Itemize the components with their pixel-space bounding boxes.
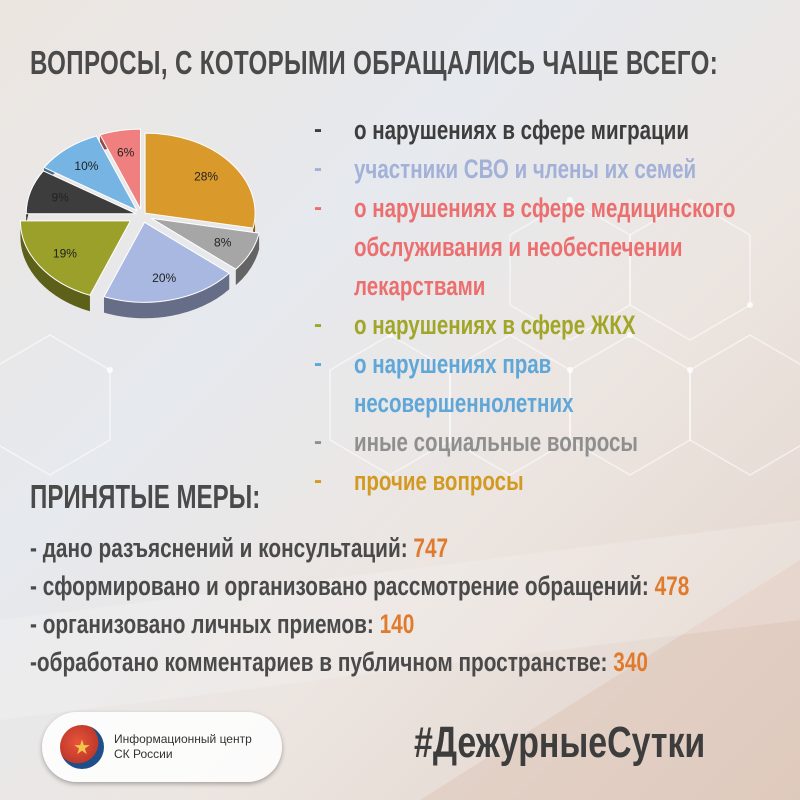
pie-data-label: 19%	[53, 246, 77, 260]
pie-data-label: 28%	[194, 169, 218, 183]
legend-item: - о нарушениях в сфере миграции	[312, 112, 792, 148]
logo-line2: СК России	[114, 747, 173, 761]
measure-value: 140	[379, 609, 415, 639]
legend-item: - о нарушениях в сфере медицинского	[312, 190, 792, 226]
page-title: ВОПРОСЫ, С КОТОРЫМИ ОБРАЩАЛИСЬ ЧАЩЕ ВСЕГ…	[30, 44, 719, 81]
legend-item: - о нарушениях в сфере ЖКХ	[312, 307, 792, 343]
legend-label: о нарушениях в сфере медицинского	[354, 193, 736, 223]
pie-slice	[144, 132, 256, 229]
legend-dash: -	[314, 155, 322, 182]
legend-label: о нарушениях в сфере ЖКХ	[354, 310, 636, 340]
measures-title: ПРИНЯТЫЕ МЕРЫ:	[30, 478, 261, 515]
legend-dash: -	[314, 467, 322, 494]
legend-item: лекарствами	[312, 268, 792, 304]
measure-row: - организовано личных приемов: 140	[30, 606, 689, 644]
measure-value: 340	[613, 647, 648, 677]
measure-label: - организовано личных приемов:	[30, 609, 380, 639]
legend-dash: -	[314, 116, 322, 143]
legend-dash: -	[314, 428, 322, 455]
measure-value: 478	[654, 571, 690, 601]
legend-label: иные социальные вопросы	[354, 427, 638, 457]
legend-label: лекарствами	[354, 271, 486, 301]
pie-slice	[25, 170, 137, 215]
legend-label: несовершеннолетних	[354, 388, 574, 418]
measure-label: -обработано комментариев в публичном про…	[30, 647, 614, 677]
legend-label: участники СВО и члены их семей	[354, 154, 697, 184]
measure-label: - дано разъяснений и консультаций:	[30, 533, 414, 563]
pie-slice	[150, 217, 260, 270]
legend-item: - прочие вопросы	[312, 463, 792, 499]
pie-chart: 28% 8% 20% 19% 9% 10% 6%	[20, 128, 260, 319]
legend-label: о нарушениях в сфере миграции	[354, 115, 689, 145]
legend-dash: -	[314, 311, 322, 338]
measure-value: 747	[413, 533, 449, 563]
pie-slice	[99, 128, 142, 210]
pie-slice-side	[235, 233, 260, 286]
pie-slice	[20, 220, 132, 296]
legend-dash: -	[314, 194, 322, 221]
logo-text: Информационный центр СК России	[114, 732, 252, 762]
pie-slice-side	[20, 220, 90, 312]
hashtag: #ДежурныеСутки	[414, 718, 706, 767]
pie-data-label: 6%	[117, 146, 135, 160]
pie-data-label: 9%	[52, 191, 70, 205]
measure-row: -обработано комментариев в публичном про…	[30, 644, 689, 682]
measures-list: - дано разъяснений и консультаций: 747- …	[30, 530, 800, 682]
pie-slice	[103, 221, 231, 303]
measure-row: - дано разъяснений и консультаций: 747	[30, 530, 689, 568]
emblem-icon: ★	[60, 725, 104, 769]
pie-data-label: 20%	[152, 271, 176, 285]
legend: - о нарушениях в сфере миграции - участники…	[312, 112, 792, 502]
measure-label: - сформировано и организовано рассмотрен…	[30, 571, 655, 601]
legend-dash: -	[314, 350, 322, 377]
legend-label: прочие вопросы	[354, 466, 524, 496]
legend-item: - участники СВО и члены их семей	[312, 151, 792, 187]
measure-row: - сформировано и организовано рассмотрен…	[30, 568, 689, 606]
legend-item: - иные социальные вопросы	[312, 424, 792, 460]
pie-data-label: 8%	[214, 236, 232, 250]
logo-line1: Информационный центр	[114, 732, 252, 746]
legend-item: - о нарушениях прав	[312, 346, 792, 382]
legend-item: обслуживания и необеспечении	[312, 229, 792, 265]
pie-slice	[43, 135, 139, 212]
logo-badge: ★ Информационный центр СК России	[42, 712, 282, 782]
legend-item: несовершеннолетних	[312, 385, 792, 421]
pie-slice-side	[103, 273, 230, 319]
legend-label: о нарушениях прав	[354, 349, 552, 379]
pie-data-label: 10%	[74, 159, 98, 173]
legend-label: обслуживания и необеспечении	[354, 232, 683, 262]
